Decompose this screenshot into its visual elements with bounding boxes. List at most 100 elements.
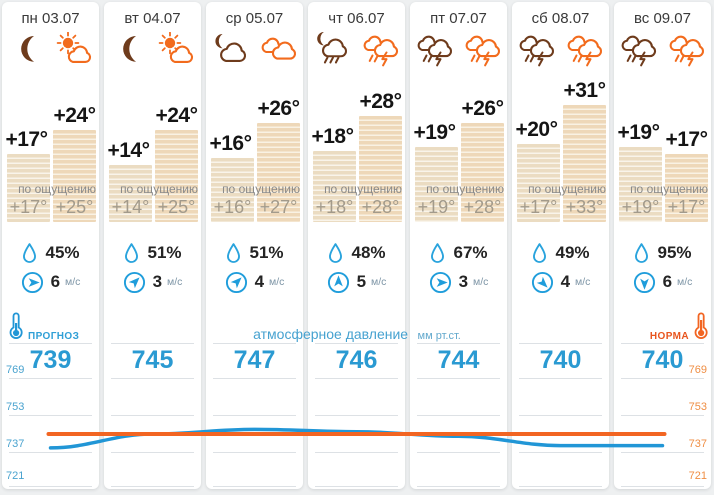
gridline-721: [213, 486, 296, 487]
humidity-row: 51%: [206, 240, 303, 266]
day-temp: +26°: [257, 97, 300, 120]
day-temp-bar: [563, 105, 606, 222]
day-date: пт 07.07: [430, 10, 487, 27]
pressure-section-divider: [111, 343, 194, 344]
wind-speed: 3: [152, 272, 163, 291]
day-weather-icon: [259, 32, 299, 68]
gridline-737: [9, 452, 92, 453]
day-weather-icon: [361, 32, 401, 68]
weather-icons: [614, 32, 711, 68]
day-temp: +31°: [563, 79, 606, 102]
wind-row: 5 м/с: [308, 270, 405, 294]
weather-icons: [206, 32, 303, 68]
thermometer-icon: [8, 312, 24, 345]
night-weather-icon: [415, 32, 455, 68]
day-temp-bar: [461, 123, 504, 222]
axis-tick: 721: [6, 470, 25, 482]
wind-speed-unit: м/с: [473, 276, 489, 288]
humidity-row: 51%: [104, 240, 201, 266]
gridline-737: [417, 452, 500, 453]
night-temp-bar: [7, 154, 50, 222]
norm-legend: НОРМА: [650, 312, 709, 345]
feels-like-caption: по ощущению: [630, 182, 708, 196]
weather-icons: [410, 32, 507, 68]
wind-speed-unit: м/с: [677, 276, 693, 288]
day-column[interactable]: пн 03.07 +17° +24° по ощущению +17° +25°…: [2, 2, 99, 489]
day-date: сб 08.07: [531, 10, 590, 27]
day-column[interactable]: чт 06.07 +18° +28° по ощущению +18° +28°…: [308, 2, 405, 489]
humidity-row: 95%: [614, 240, 711, 266]
day-temp-bar: [257, 123, 300, 222]
day-feels-temp: +28°: [361, 197, 400, 217]
wind-direction-icon: [429, 271, 452, 294]
humidity-value: 51%: [249, 243, 284, 262]
gridline-769: [315, 378, 398, 379]
night-temp-bar: [415, 147, 458, 222]
night-weather-icon: [7, 32, 47, 68]
day-weather-icon: [565, 32, 605, 68]
night-feels-temp: +17°: [9, 197, 48, 217]
day-date: вс 09.07: [633, 10, 691, 27]
day-column[interactable]: ср 05.07 +16° +26° по ощущению +16° +27°…: [206, 2, 303, 489]
humidity-value: 51%: [147, 243, 182, 262]
wind-speed: 6: [662, 272, 673, 291]
wind-speed: 5: [356, 272, 367, 291]
pressure-value: 739: [29, 346, 72, 374]
feels-like-caption: по ощущению: [426, 182, 504, 196]
day-feels-temp: +27°: [259, 197, 298, 217]
pressure-units: мм рт.ст.: [417, 330, 461, 342]
day-temp: +24°: [53, 104, 96, 127]
gridline-753: [9, 415, 92, 416]
day-temp-bar: [359, 116, 402, 222]
gridline-721: [111, 486, 194, 487]
humidity-value: 45%: [45, 243, 80, 262]
wind-direction-icon: [327, 271, 350, 294]
gridline-753: [417, 415, 500, 416]
temperature-bars: +19° +17° по ощущению +19° +17°: [614, 2, 711, 222]
wind-direction-icon: [123, 271, 146, 294]
pressure-section-divider: [315, 343, 398, 344]
pressure-section-divider: [417, 343, 500, 344]
gridline-721: [519, 486, 602, 487]
gridline-737: [213, 452, 296, 453]
feels-like-caption: по ощущению: [324, 182, 402, 196]
night-temp-bar: [109, 165, 152, 222]
gridline-753: [111, 415, 194, 416]
day-column[interactable]: пт 07.07 +19° +26° по ощущению +19° +28°…: [410, 2, 507, 489]
gridline-769: [9, 378, 92, 379]
night-temp: +20°: [515, 118, 558, 141]
gridline-753: [213, 415, 296, 416]
temperature-bars: +17° +24° по ощущению +17° +25°: [2, 2, 99, 222]
wind-speed-unit: м/с: [575, 276, 591, 288]
humidity-drop-icon: [531, 242, 548, 265]
humidity-drop-icon: [327, 242, 344, 265]
day-column[interactable]: вт 04.07 +14° +24° по ощущению +14° +25°…: [104, 2, 201, 489]
wind-row: 4 м/с: [206, 270, 303, 294]
feels-like-caption: по ощущению: [222, 182, 300, 196]
day-column[interactable]: вс 09.07 +19° +17° по ощущению +19° +17°…: [614, 2, 711, 489]
pressure-section-divider: [9, 343, 92, 344]
humidity-row: 45%: [2, 240, 99, 266]
day-temp-bar: [665, 154, 708, 222]
axis-tick: 769: [6, 364, 25, 376]
axis-tick: 769: [688, 364, 707, 376]
pressure-value: 746: [335, 346, 378, 374]
pressure-value: 744: [437, 346, 480, 374]
axis-tick: 737: [688, 438, 707, 450]
gridline-753: [621, 415, 704, 416]
night-weather-icon: [313, 32, 353, 68]
axis-tick: 737: [6, 438, 25, 450]
day-column[interactable]: сб 08.07 +20° +31° по ощущению +17° +33°…: [512, 2, 609, 489]
wind-speed-unit: м/с: [269, 276, 285, 288]
night-feels-temp: +17°: [519, 197, 558, 217]
gridline-721: [315, 486, 398, 487]
gridline-737: [621, 452, 704, 453]
temperature-bars: +16° +26° по ощущению +16° +27°: [206, 2, 303, 222]
day-feels-temp: +28°: [463, 197, 502, 217]
pressure-value: 745: [131, 346, 174, 374]
forecast-label: ПРОГНОЗ: [28, 331, 80, 342]
wind-speed-unit: м/с: [371, 276, 387, 288]
temperature-bars: +18° +28° по ощущению +18° +28°: [308, 2, 405, 222]
night-feels-temp: +14°: [111, 197, 150, 217]
